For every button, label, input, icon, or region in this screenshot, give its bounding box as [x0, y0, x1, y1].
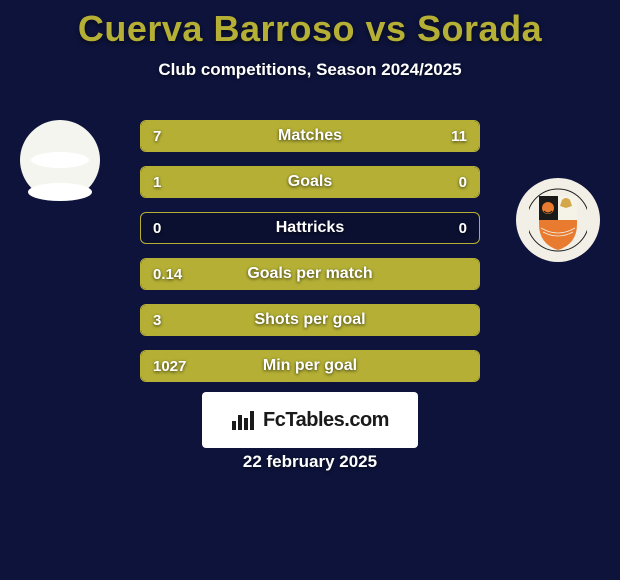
- bar-right: [401, 167, 479, 197]
- value-left: 0.14: [153, 259, 182, 289]
- bar-left: [141, 305, 479, 335]
- page-title: Cuerva Barroso vs Sorada: [0, 0, 620, 50]
- value-right: 0: [459, 213, 467, 243]
- subtitle: Club competitions, Season 2024/2025: [0, 60, 620, 80]
- stat-row: 7 Matches 11: [140, 120, 480, 152]
- stat-row: 0 Hattricks 0: [140, 212, 480, 244]
- stat-row: 1 Goals 0: [140, 166, 480, 198]
- ellipse-icon: [31, 152, 89, 168]
- stat-row: 0.14 Goals per match: [140, 258, 480, 290]
- bar-right: [272, 121, 479, 151]
- value-left: 1027: [153, 351, 186, 381]
- date-label: 22 february 2025: [0, 452, 620, 472]
- value-left: 7: [153, 121, 161, 151]
- stat-row: 1027 Min per goal: [140, 350, 480, 382]
- value-right: 0: [459, 167, 467, 197]
- shield-icon: [529, 188, 587, 252]
- player-badge-left-2: [20, 172, 100, 212]
- bar-left: [141, 351, 479, 381]
- stat-row: 3 Shots per goal: [140, 304, 480, 336]
- comparison-chart: 7 Matches 11 1 Goals 0 0 Hattricks 0 0.1…: [140, 120, 480, 396]
- brand-panel: FcTables.com: [202, 392, 418, 448]
- value-right: 11: [451, 121, 467, 151]
- value-left: 1: [153, 167, 161, 197]
- value-left: 0: [153, 213, 161, 243]
- stat-label: Hattricks: [141, 213, 479, 243]
- brand-text: FcTables.com: [263, 409, 389, 432]
- club-badge-right: [516, 178, 600, 262]
- value-left: 3: [153, 305, 161, 335]
- bars-icon: [231, 409, 257, 431]
- bar-left: [141, 259, 479, 289]
- ellipse-icon: [28, 183, 92, 201]
- bar-left: [141, 167, 401, 197]
- infographic-root: Cuerva Barroso vs Sorada Club competitio…: [0, 0, 620, 580]
